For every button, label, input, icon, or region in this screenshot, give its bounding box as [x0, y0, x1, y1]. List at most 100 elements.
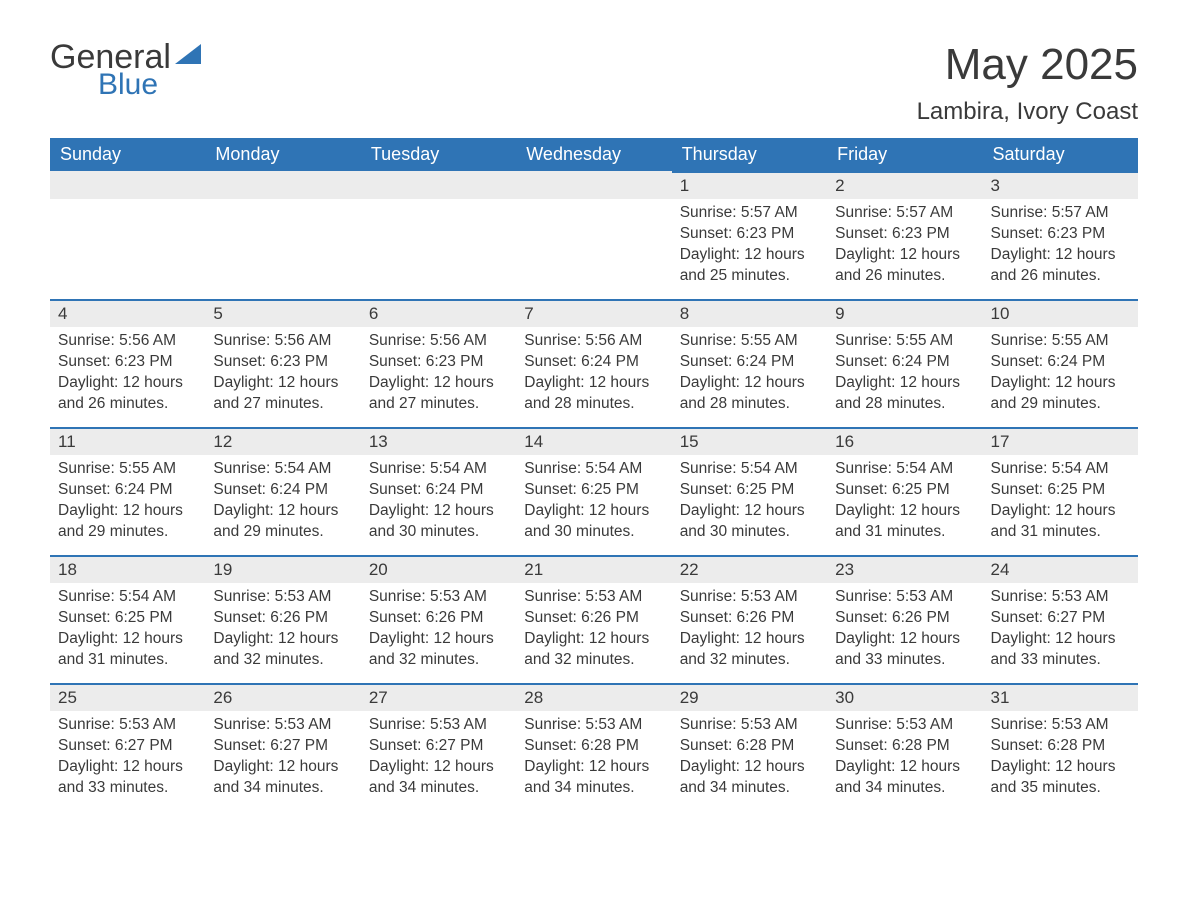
sunrise-line: Sunrise: 5:54 AM	[835, 459, 974, 480]
day-body: Sunrise: 5:53 AMSunset: 6:27 PMDaylight:…	[983, 583, 1138, 679]
sunrise-line: Sunrise: 5:53 AM	[991, 587, 1130, 608]
day-body: Sunrise: 5:53 AMSunset: 6:26 PMDaylight:…	[827, 583, 982, 679]
daylight-line: Daylight: 12 hours and 26 minutes.	[835, 245, 974, 287]
day-number: 13	[361, 427, 516, 455]
sunset-line: Sunset: 6:24 PM	[835, 352, 974, 373]
sunrise-line: Sunrise: 5:53 AM	[680, 715, 819, 736]
daylight-line: Daylight: 12 hours and 30 minutes.	[369, 501, 508, 543]
sunrise-line: Sunrise: 5:53 AM	[835, 587, 974, 608]
sunset-line: Sunset: 6:26 PM	[680, 608, 819, 629]
day-cell: 1Sunrise: 5:57 AMSunset: 6:23 PMDaylight…	[672, 171, 827, 299]
day-cell: 4Sunrise: 5:56 AMSunset: 6:23 PMDaylight…	[50, 299, 205, 427]
sunset-line: Sunset: 6:24 PM	[213, 480, 352, 501]
day-cell: 12Sunrise: 5:54 AMSunset: 6:24 PMDayligh…	[205, 427, 360, 555]
sunset-line: Sunset: 6:28 PM	[680, 736, 819, 757]
daylight-line: Daylight: 12 hours and 27 minutes.	[369, 373, 508, 415]
daylight-line: Daylight: 12 hours and 29 minutes.	[58, 501, 197, 543]
day-body: Sunrise: 5:57 AMSunset: 6:23 PMDaylight:…	[827, 199, 982, 295]
day-body: Sunrise: 5:54 AMSunset: 6:25 PMDaylight:…	[50, 583, 205, 679]
day-cell: 21Sunrise: 5:53 AMSunset: 6:26 PMDayligh…	[516, 555, 671, 683]
day-body: Sunrise: 5:53 AMSunset: 6:26 PMDaylight:…	[672, 583, 827, 679]
calendar-table: SundayMondayTuesdayWednesdayThursdayFrid…	[50, 138, 1138, 811]
day-body: Sunrise: 5:53 AMSunset: 6:26 PMDaylight:…	[361, 583, 516, 679]
day-body: Sunrise: 5:54 AMSunset: 6:25 PMDaylight:…	[672, 455, 827, 551]
sunrise-line: Sunrise: 5:53 AM	[369, 715, 508, 736]
day-cell: 11Sunrise: 5:55 AMSunset: 6:24 PMDayligh…	[50, 427, 205, 555]
title-block: May 2025 Lambira, Ivory Coast	[917, 40, 1138, 126]
sunset-line: Sunset: 6:25 PM	[991, 480, 1130, 501]
day-number: 20	[361, 555, 516, 583]
daylight-line: Daylight: 12 hours and 31 minutes.	[991, 501, 1130, 543]
sunrise-line: Sunrise: 5:53 AM	[835, 715, 974, 736]
daylight-line: Daylight: 12 hours and 34 minutes.	[213, 757, 352, 799]
sunset-line: Sunset: 6:26 PM	[369, 608, 508, 629]
day-body: Sunrise: 5:53 AMSunset: 6:28 PMDaylight:…	[983, 711, 1138, 807]
day-number: 4	[50, 299, 205, 327]
day-number: 1	[672, 171, 827, 199]
day-number: 14	[516, 427, 671, 455]
sunrise-line: Sunrise: 5:55 AM	[680, 331, 819, 352]
week-row: 11Sunrise: 5:55 AMSunset: 6:24 PMDayligh…	[50, 427, 1138, 555]
day-number: 19	[205, 555, 360, 583]
daylight-line: Daylight: 12 hours and 34 minutes.	[680, 757, 819, 799]
day-number: 7	[516, 299, 671, 327]
day-number: 3	[983, 171, 1138, 199]
day-body: Sunrise: 5:53 AMSunset: 6:27 PMDaylight:…	[205, 711, 360, 807]
day-body: Sunrise: 5:56 AMSunset: 6:23 PMDaylight:…	[205, 327, 360, 423]
daylight-line: Daylight: 12 hours and 32 minutes.	[524, 629, 663, 671]
daylight-line: Daylight: 12 hours and 33 minutes.	[835, 629, 974, 671]
daylight-line: Daylight: 12 hours and 25 minutes.	[680, 245, 819, 287]
header: General Blue May 2025 Lambira, Ivory Coa…	[50, 40, 1138, 126]
sunset-line: Sunset: 6:26 PM	[835, 608, 974, 629]
week-row: 25Sunrise: 5:53 AMSunset: 6:27 PMDayligh…	[50, 683, 1138, 811]
sunrise-line: Sunrise: 5:54 AM	[524, 459, 663, 480]
logo-triangle-icon	[175, 44, 201, 64]
day-number: 26	[205, 683, 360, 711]
sunrise-line: Sunrise: 5:55 AM	[991, 331, 1130, 352]
day-body: Sunrise: 5:57 AMSunset: 6:23 PMDaylight:…	[983, 199, 1138, 295]
sunrise-line: Sunrise: 5:57 AM	[991, 203, 1130, 224]
day-number: 30	[827, 683, 982, 711]
day-body: Sunrise: 5:54 AMSunset: 6:25 PMDaylight:…	[983, 455, 1138, 551]
day-body: Sunrise: 5:53 AMSunset: 6:28 PMDaylight:…	[516, 711, 671, 807]
daylight-line: Daylight: 12 hours and 28 minutes.	[680, 373, 819, 415]
day-number: 12	[205, 427, 360, 455]
sunset-line: Sunset: 6:23 PM	[369, 352, 508, 373]
daylight-line: Daylight: 12 hours and 34 minutes.	[369, 757, 508, 799]
day-cell	[361, 171, 516, 299]
day-body: Sunrise: 5:53 AMSunset: 6:26 PMDaylight:…	[516, 583, 671, 679]
day-cell: 16Sunrise: 5:54 AMSunset: 6:25 PMDayligh…	[827, 427, 982, 555]
day-number: 2	[827, 171, 982, 199]
daylight-line: Daylight: 12 hours and 33 minutes.	[58, 757, 197, 799]
day-number: 29	[672, 683, 827, 711]
day-cell: 15Sunrise: 5:54 AMSunset: 6:25 PMDayligh…	[672, 427, 827, 555]
day-cell: 3Sunrise: 5:57 AMSunset: 6:23 PMDaylight…	[983, 171, 1138, 299]
day-number: 9	[827, 299, 982, 327]
sunrise-line: Sunrise: 5:56 AM	[58, 331, 197, 352]
daylight-line: Daylight: 12 hours and 30 minutes.	[680, 501, 819, 543]
sunset-line: Sunset: 6:26 PM	[524, 608, 663, 629]
sunrise-line: Sunrise: 5:53 AM	[213, 587, 352, 608]
day-body: Sunrise: 5:56 AMSunset: 6:23 PMDaylight:…	[50, 327, 205, 423]
week-row: 4Sunrise: 5:56 AMSunset: 6:23 PMDaylight…	[50, 299, 1138, 427]
day-cell: 17Sunrise: 5:54 AMSunset: 6:25 PMDayligh…	[983, 427, 1138, 555]
day-body: Sunrise: 5:53 AMSunset: 6:28 PMDaylight:…	[827, 711, 982, 807]
sunset-line: Sunset: 6:28 PM	[524, 736, 663, 757]
week-row: 18Sunrise: 5:54 AMSunset: 6:25 PMDayligh…	[50, 555, 1138, 683]
calendar-body: 1Sunrise: 5:57 AMSunset: 6:23 PMDaylight…	[50, 171, 1138, 811]
location: Lambira, Ivory Coast	[917, 98, 1138, 126]
sunset-line: Sunset: 6:25 PM	[58, 608, 197, 629]
day-number: 18	[50, 555, 205, 583]
daylight-line: Daylight: 12 hours and 34 minutes.	[835, 757, 974, 799]
day-number: 8	[672, 299, 827, 327]
day-number: 27	[361, 683, 516, 711]
sunset-line: Sunset: 6:27 PM	[213, 736, 352, 757]
week-row: 1Sunrise: 5:57 AMSunset: 6:23 PMDaylight…	[50, 171, 1138, 299]
day-number-empty	[516, 171, 671, 199]
day-number: 28	[516, 683, 671, 711]
sunrise-line: Sunrise: 5:54 AM	[991, 459, 1130, 480]
sunset-line: Sunset: 6:25 PM	[835, 480, 974, 501]
day-number-empty	[50, 171, 205, 199]
daylight-line: Daylight: 12 hours and 34 minutes.	[524, 757, 663, 799]
day-body: Sunrise: 5:53 AMSunset: 6:27 PMDaylight:…	[361, 711, 516, 807]
